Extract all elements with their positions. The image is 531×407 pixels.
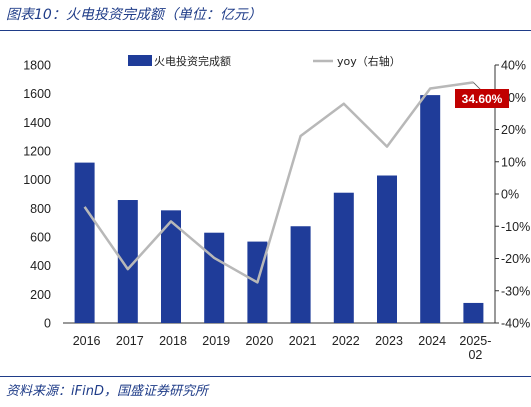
- right-axis-tick-label: 40%: [501, 59, 526, 73]
- left-axis-tick-label: 1400: [23, 116, 51, 130]
- bar: [463, 302, 484, 323]
- left-axis-tick-label: 200: [30, 288, 51, 302]
- x-axis-tick-label: 2017: [116, 334, 144, 348]
- bar: [420, 95, 441, 323]
- legend-swatch-bar: [128, 55, 152, 66]
- bar: [204, 232, 225, 323]
- bar: [333, 192, 354, 323]
- x-axis-tick-label: 2016: [73, 334, 101, 348]
- left-axis-tick-label: 1800: [23, 59, 51, 73]
- x-axis-tick-label: 02: [468, 348, 482, 362]
- legend-label-line: yoy（右轴）: [337, 54, 401, 68]
- callout-label: 34.60%: [462, 92, 503, 106]
- left-axis-tick-label: 800: [30, 202, 51, 216]
- right-axis-tick-label: 10%: [501, 155, 526, 169]
- legend-label-bar: 火电投资完成额: [154, 54, 231, 68]
- title-divider: [0, 30, 531, 31]
- right-axis-tick-label: -30%: [501, 284, 530, 298]
- x-axis-tick-label: 2025-: [459, 334, 491, 348]
- left-axis-tick-label: 1600: [23, 87, 51, 101]
- left-axis-tick-label: 1000: [23, 173, 51, 187]
- bar: [161, 210, 181, 323]
- source-note: 资料来源：iFinD，国盛证券研究所: [6, 384, 208, 399]
- bar: [74, 162, 95, 323]
- x-axis-tick-label: 2020: [245, 334, 273, 348]
- right-axis-tick-label: 20%: [501, 123, 526, 137]
- right-axis-tick-label: -20%: [501, 252, 530, 266]
- x-axis-tick-label: 2018: [159, 334, 187, 348]
- x-axis-tick-label: 2019: [202, 334, 230, 348]
- right-axis-tick-label: -40%: [501, 317, 530, 331]
- x-axis-tick-label: 2023: [375, 334, 403, 348]
- callout-box: [455, 89, 509, 108]
- x-axis-tick-label: 2022: [332, 334, 360, 348]
- left-axis-tick-label: 0: [44, 317, 51, 331]
- bar: [117, 200, 138, 323]
- x-axis-tick-label: 2024: [418, 334, 446, 348]
- source-divider: [0, 376, 531, 377]
- left-axis-tick-label: 1200: [23, 145, 51, 159]
- x-axis-tick-label: 2021: [289, 334, 317, 348]
- left-axis-tick-label: 600: [30, 231, 51, 245]
- yoy-line: [83, 81, 474, 284]
- bar: [377, 175, 397, 323]
- left-axis-tick-label: 400: [30, 259, 51, 273]
- bar: [290, 226, 311, 323]
- chart-title: 图表10：火电投资完成额（单位：亿元）: [6, 7, 262, 23]
- right-axis-tick-label: 0%: [501, 188, 519, 202]
- right-axis-tick-label: -10%: [501, 220, 530, 234]
